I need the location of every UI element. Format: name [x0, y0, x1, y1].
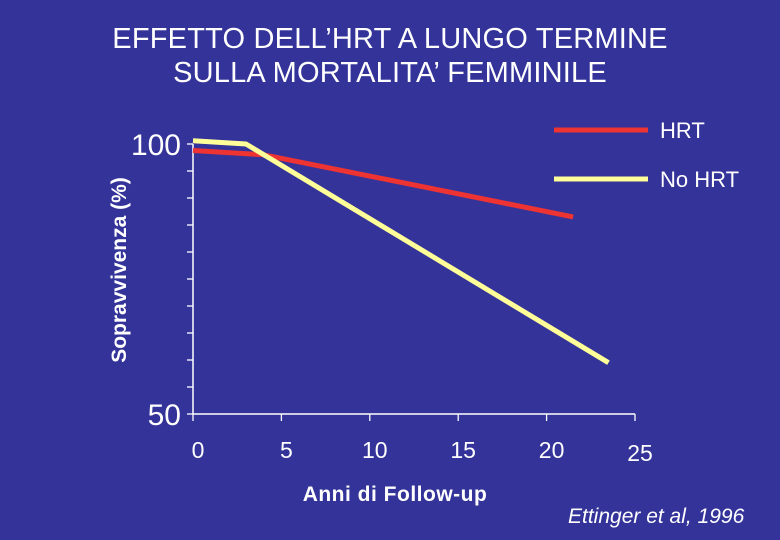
x-axis-label: Anni di Follow-up: [302, 483, 488, 506]
legend-label-hrt: HRT: [660, 118, 705, 143]
x-tick-label: 20: [539, 437, 565, 463]
x-tick-label: 25: [627, 440, 653, 466]
x-tick-label: 10: [362, 437, 388, 463]
x-tick-label: 5: [280, 437, 293, 463]
x-tick-label: 15: [450, 437, 476, 463]
chart-title: EFFETTO DELL’HRT A LUNGO TERMINE SULLA M…: [0, 22, 780, 90]
legend-label-no-hrt: No HRT: [660, 167, 739, 192]
x-tick-label: 0: [192, 437, 205, 463]
title-line-2: SULLA MORTALITA’ FEMMINILE: [173, 57, 607, 89]
y-tick-label: 50: [148, 399, 181, 432]
title-line-1: EFFETTO DELL’HRT A LUNGO TERMINE: [112, 23, 668, 55]
series-line-hrt: [192, 147, 574, 220]
y-tick-label: 100: [131, 129, 181, 162]
series-line-no-hrt: [192, 138, 610, 365]
source-citation: Ettinger et al, 1996: [568, 505, 745, 528]
